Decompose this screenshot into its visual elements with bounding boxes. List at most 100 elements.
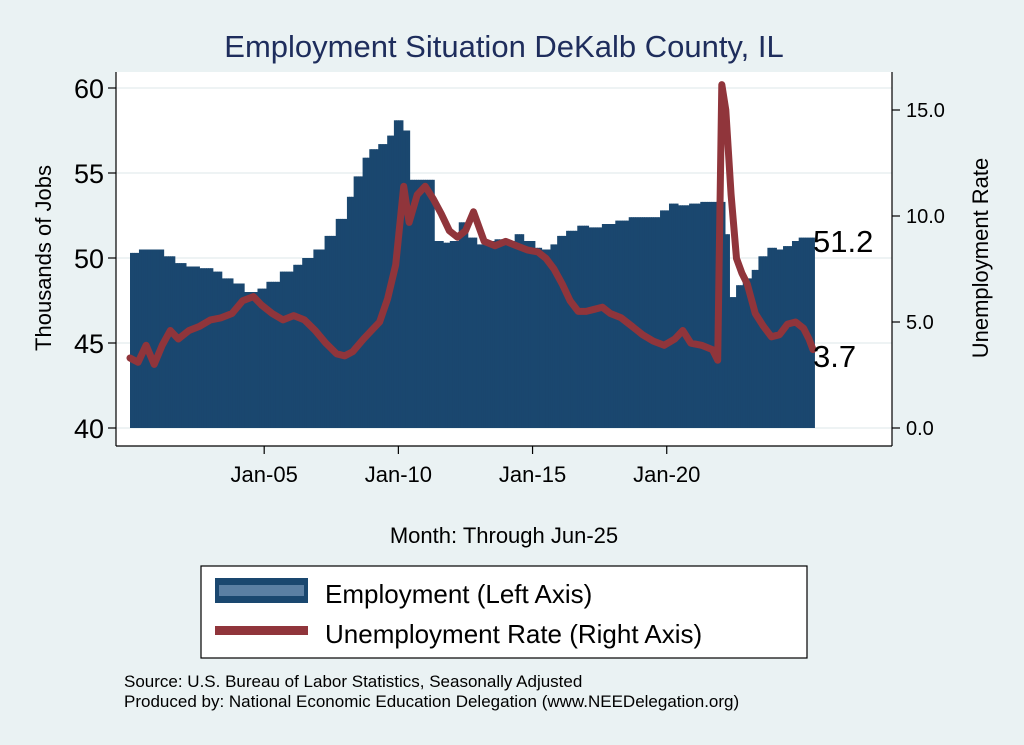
y-left-tick-label: 50 [74, 244, 104, 274]
x-tick-label: Jan-20 [633, 462, 700, 487]
y-left-tick-label: 45 [74, 329, 104, 359]
employment-bar [653, 217, 657, 428]
employment-bar [244, 292, 247, 428]
employment-bar [268, 281, 272, 428]
employment-bar [709, 201, 713, 428]
employment-bar [340, 218, 344, 428]
employment-bar [324, 235, 328, 428]
employment-bar [507, 241, 511, 428]
employment-bar [400, 120, 404, 429]
employment-bar [525, 241, 529, 428]
employment-bar [469, 237, 473, 428]
employment-bar [657, 217, 661, 428]
employment-bar [554, 244, 558, 428]
employment-bar [237, 283, 241, 428]
employment-bar [541, 249, 545, 428]
employment-bar [134, 252, 138, 428]
legend-swatch-unemployment [215, 626, 308, 635]
y-left-tick-label: 40 [74, 414, 104, 444]
employment-bar [622, 220, 625, 428]
employment-bar [313, 249, 317, 428]
employment-bar [671, 203, 675, 428]
employment-bar [425, 179, 429, 428]
employment-bar [351, 196, 355, 428]
employment-bar [346, 196, 350, 428]
employment-bar [552, 244, 556, 428]
y-right-tick-label: 0.0 [906, 418, 934, 440]
employment-bar [731, 297, 735, 428]
employment-bar [277, 281, 281, 428]
employment-bar [440, 241, 444, 428]
employment-bar [355, 176, 359, 428]
employment-bar [660, 210, 663, 428]
employment-bar [637, 217, 641, 428]
employment-bar [789, 246, 793, 428]
employment-bar [608, 224, 612, 428]
employment-bar [179, 263, 183, 428]
employment-bar [418, 179, 422, 428]
employment-bar [655, 217, 659, 428]
employment-bar [698, 203, 701, 428]
y-right-tick-label: 5.0 [906, 312, 934, 334]
employment-bar [219, 271, 223, 428]
employment-bar [733, 297, 737, 428]
employment-bar [465, 222, 469, 428]
unemployment-line-group [126, 81, 817, 368]
employment-bar [181, 263, 185, 428]
employment-bar [796, 241, 800, 428]
employment-bar [570, 230, 574, 428]
employment-bar [402, 130, 406, 428]
employment-bar [210, 268, 214, 428]
employment-bar [577, 225, 581, 428]
employment-bar [467, 237, 471, 428]
employment-bar [521, 234, 525, 428]
employment-bar [411, 179, 415, 428]
employment-bar [689, 203, 692, 428]
employment-bar [460, 222, 464, 428]
employment-bar [279, 271, 283, 428]
employment-bar [662, 210, 666, 428]
employment-bar [492, 241, 496, 428]
employment-bar [760, 256, 764, 428]
employment-bars [130, 120, 815, 429]
employment-bar [499, 239, 502, 428]
x-tick-label: Jan-10 [365, 462, 432, 487]
employment-bar [304, 258, 308, 428]
employment-bar [282, 271, 285, 428]
x-tick-label: Jan-05 [231, 462, 298, 487]
legend-label-employment: Employment (Left Axis) [325, 579, 592, 609]
employment-bar [583, 225, 587, 428]
employment-bar [581, 225, 585, 428]
employment-bar [241, 283, 245, 428]
employment-bar [190, 266, 194, 428]
employment-bar [230, 278, 234, 428]
employment-bar [494, 239, 498, 428]
employment-bar [384, 144, 388, 428]
employment-bar [753, 269, 757, 428]
employment-bar [588, 227, 592, 428]
employment-bar [143, 249, 147, 428]
employment-bar [550, 244, 554, 428]
employment-bar [136, 252, 140, 428]
employment-bar [270, 281, 274, 428]
y-axis-right-label: Unemployment Rate [968, 158, 993, 359]
y-right-tick-label: 10.0 [906, 206, 945, 228]
employment-bar [505, 241, 509, 428]
x-tick-label: Jan-15 [499, 462, 566, 487]
employment-bar [250, 292, 254, 428]
employment-bar [203, 268, 207, 428]
employment-bar [342, 218, 346, 428]
employment-bar [561, 235, 565, 428]
employment-bar [664, 210, 668, 428]
employment-bar [646, 217, 650, 428]
employment-bar [568, 230, 572, 428]
employment-bar [420, 179, 424, 428]
employment-bar [275, 281, 279, 428]
employment-bar [315, 249, 319, 428]
employment-bar [259, 288, 263, 428]
employment-bar [232, 283, 236, 428]
employment-bar [257, 288, 261, 428]
employment-bar [740, 285, 744, 428]
employment-bar [293, 264, 297, 428]
